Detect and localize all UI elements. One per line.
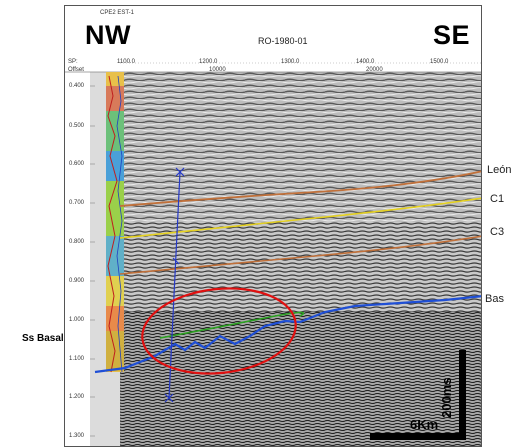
sp-tick: 1400.0: [356, 59, 375, 65]
seismic-section-frame: NW SE RO-1980-01 CPE2 EST-1 SP: Offset 1…: [64, 5, 482, 447]
ss-basales-label: Ss Basales 1: [22, 333, 84, 344]
time-tick: 1.000: [69, 317, 85, 323]
horizon-bas-label: Bas: [485, 293, 504, 305]
time-tick: 0.700: [69, 200, 85, 206]
nw-direction-label: NW: [85, 20, 131, 50]
time-tick: 0.600: [69, 161, 85, 167]
time-tick: 1.100: [69, 356, 85, 362]
horizon-c1-label: C1: [490, 193, 505, 205]
time-tick: 1.300: [69, 433, 85, 439]
well-trajectory: [164, 167, 185, 403]
sp-tick: 1300.0: [281, 59, 300, 65]
vertical-scale-bar: [459, 350, 466, 433]
well-log-column: [106, 72, 124, 373]
horizontal-scale-label: 6Km: [410, 417, 439, 432]
horizon-c3-line: [119, 235, 481, 275]
time-axis-ticks: [90, 85, 95, 437]
horizon-c3-label: C3: [490, 226, 505, 238]
offset-row-label: Offset: [68, 67, 84, 73]
horizon-bas-line: [94, 295, 481, 374]
horizon-green-line: [159, 311, 305, 339]
offset-tick: 10000: [209, 67, 226, 73]
highlight-ellipse: [141, 287, 297, 375]
well-name-label: CPE2 EST-1: [100, 10, 135, 16]
time-tick: 0.800: [69, 239, 85, 245]
offset-tick: 20000: [366, 67, 383, 73]
time-tick: 1.200: [69, 394, 85, 400]
se-direction-label: SE: [433, 20, 471, 50]
horizon-leon-line: [119, 170, 481, 207]
horizontal-scale-bar: [370, 433, 466, 440]
seismic-line-name: RO-1980-01: [258, 36, 308, 46]
seismic-upper-zone: [120, 72, 481, 222]
horizon-leon-label: León: [487, 164, 512, 176]
time-tick: 0.900: [69, 278, 85, 284]
time-tick: 0.400: [69, 83, 85, 89]
sp-tick: 1500.0: [430, 59, 449, 65]
time-tick: 0.500: [69, 123, 85, 129]
vertical-scale-label: 200ms: [439, 377, 454, 418]
sp-tick: 1200.0: [199, 59, 218, 65]
sp-tick: 1100.0: [117, 59, 135, 65]
seismic-section-image: [65, 62, 481, 446]
sp-row-label: SP:: [68, 59, 78, 65]
